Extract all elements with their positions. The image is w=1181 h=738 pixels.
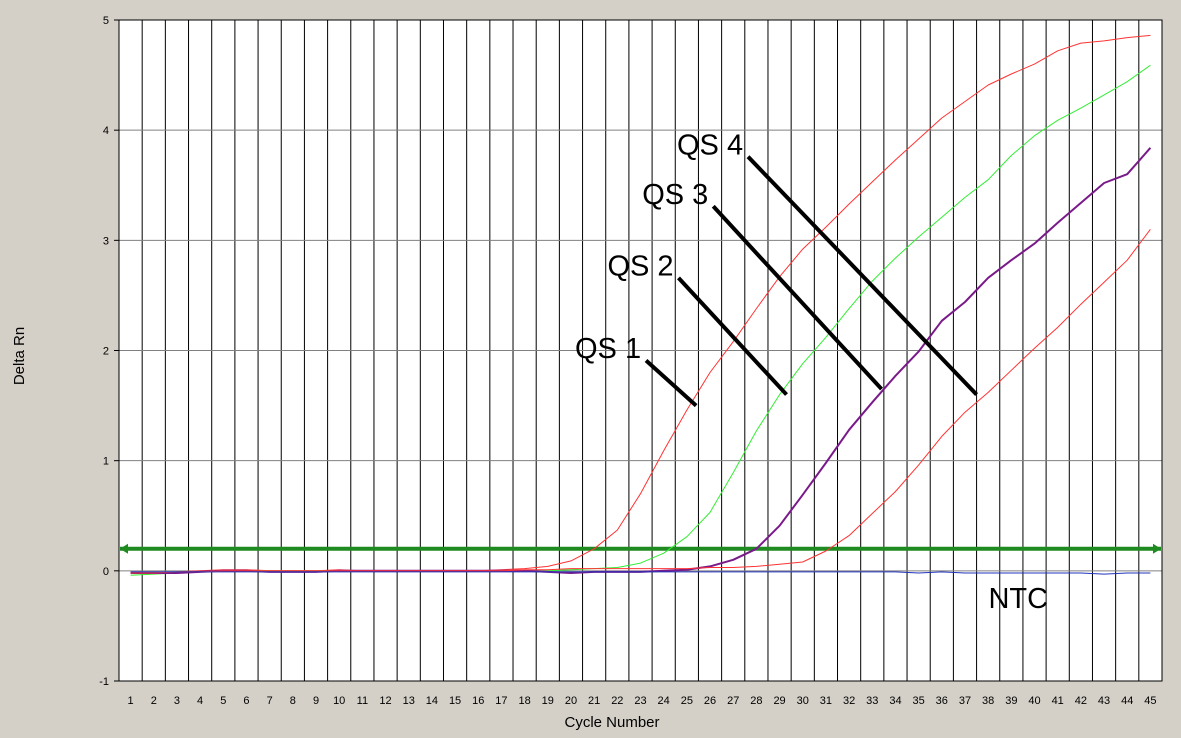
- x-tick-label: 15: [449, 695, 461, 707]
- x-tick-label: 44: [1121, 695, 1133, 707]
- annotation-leader-qs-2: [677, 276, 788, 396]
- x-tick-label: 25: [681, 695, 693, 707]
- annotation-leader-qs-4: [746, 155, 979, 396]
- x-tick-label: 30: [797, 695, 809, 707]
- x-tick-label: 13: [403, 695, 415, 707]
- annotation-label-qs-3: QS 3: [642, 179, 708, 211]
- y-tick-label: 3: [103, 235, 109, 247]
- x-tick-label: 20: [565, 695, 577, 707]
- x-tick-label: 26: [704, 695, 716, 707]
- threshold-layer: [120, 543, 1161, 554]
- x-tick-label: 7: [267, 695, 273, 707]
- x-tick-label: 29: [773, 695, 785, 707]
- x-tick-label: 11: [357, 695, 368, 707]
- y-tick-label: -1: [99, 676, 109, 688]
- x-tick-label: 9: [313, 695, 319, 707]
- x-tick-label: 19: [542, 695, 554, 707]
- x-tick-label: 21: [588, 695, 600, 707]
- x-tick-label: 42: [1075, 695, 1087, 707]
- annotation-label-qs-4: QS 4: [677, 129, 743, 161]
- x-tick-labels: 1 2 3 4 5 6 7 8 9 10 11 12 13 14 15 16 17 18 19 20 21 22 23 24 2…: [128, 695, 1157, 707]
- x-tick-label: 34: [889, 695, 901, 707]
- x-tick-label: 5: [220, 695, 226, 707]
- x-tick-label: 10: [333, 695, 345, 707]
- y-tick-label: 0: [103, 566, 109, 578]
- annotation-layer: QS 1 QS 2 QS 3 QS 4 NTC: [575, 129, 1048, 615]
- amplification-curve-5: [130, 571, 1151, 575]
- x-tick-label: 38: [982, 695, 994, 707]
- x-tick-label: 22: [611, 695, 623, 707]
- x-tick-label: 4: [197, 695, 203, 707]
- x-tick-label: 12: [379, 695, 391, 707]
- x-tick-label: 23: [634, 695, 646, 707]
- x-tick-label: 8: [290, 695, 296, 707]
- x-tick-label: 16: [472, 695, 484, 707]
- y-tick-label: 2: [103, 346, 109, 358]
- x-tick-label: 33: [866, 695, 878, 707]
- y-axis-title: Delta Rn: [11, 327, 28, 385]
- x-tick-label: 35: [913, 695, 925, 707]
- x-tick-label: 27: [727, 695, 739, 707]
- x-tick-label: 3: [174, 695, 180, 707]
- x-tick-label: 28: [750, 695, 762, 707]
- annotation-label-qs-2: QS 2: [607, 251, 673, 283]
- plot-frame: [118, 19, 1163, 682]
- amplification-curve-4: [130, 228, 1151, 574]
- annotation-leader-qs-1: [644, 359, 698, 408]
- y-tick-label: 1: [103, 456, 109, 468]
- y-tick-labels: -1 0 1 2 3 4 5: [99, 15, 109, 688]
- x-tick-label: 32: [843, 695, 855, 707]
- x-tick-label: 43: [1098, 695, 1110, 707]
- x-tick-label: 39: [1005, 695, 1017, 707]
- x-tick-label: 41: [1052, 695, 1064, 707]
- x-tick-label: 14: [426, 695, 438, 707]
- annotation-label-ntc: NTC: [988, 583, 1048, 615]
- y-tick-label: 4: [103, 125, 109, 137]
- x-tick-label: 6: [243, 695, 249, 707]
- x-tick-label: 37: [959, 695, 971, 707]
- x-tick-label: 1: [128, 695, 134, 707]
- x-tick-label: 18: [518, 695, 530, 707]
- x-tick-label: 36: [936, 695, 948, 707]
- x-tick-label: 24: [658, 695, 670, 707]
- series-layer: [130, 34, 1152, 576]
- annotation-leader-qs-3: [711, 204, 884, 391]
- x-tick-label: 45: [1144, 695, 1156, 707]
- annotation-label-qs-1: QS 1: [575, 333, 641, 365]
- x-tick-label: 31: [820, 695, 832, 707]
- threshold-arrow-right: [1153, 543, 1161, 554]
- x-axis-title: Cycle Number: [564, 714, 659, 731]
- x-tick-label: 40: [1028, 695, 1040, 707]
- y-tick-label: 5: [103, 15, 109, 27]
- threshold-arrow-left: [120, 543, 128, 554]
- x-tick-label: 17: [495, 695, 507, 707]
- x-tick-label: 2: [151, 695, 157, 707]
